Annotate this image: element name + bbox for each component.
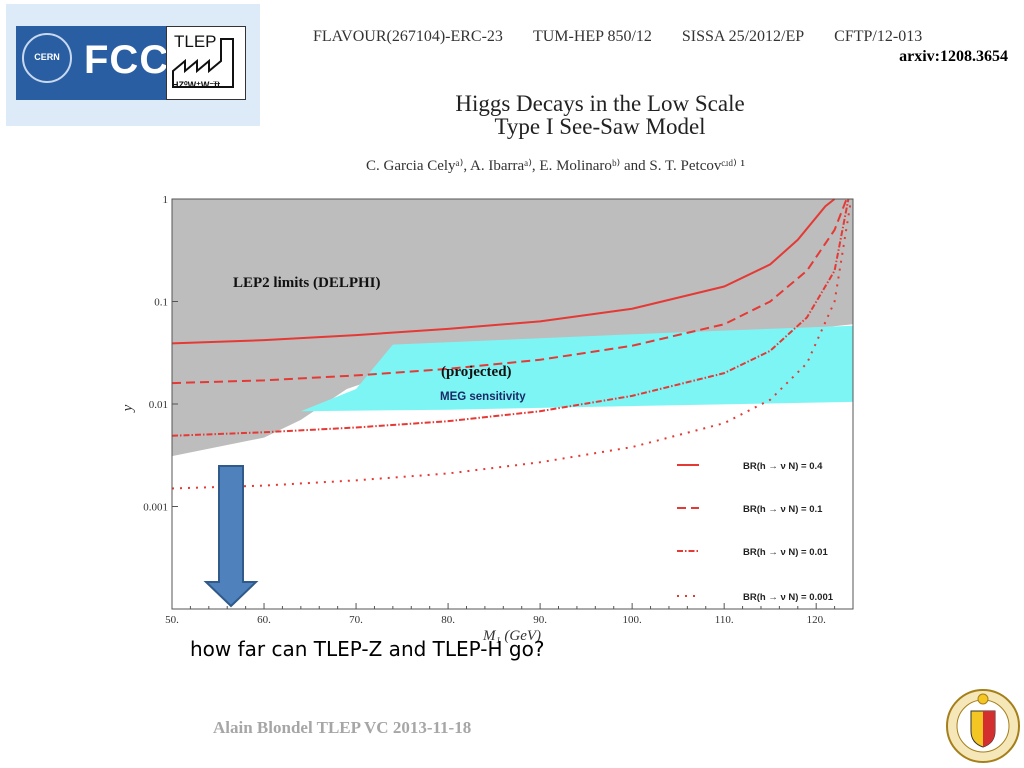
legend-label-3: BR(h → ν N) = 0.001	[743, 592, 834, 603]
report-id: SISSA 25/2012/EP	[681, 28, 805, 45]
annotation-projected: (projected)	[441, 364, 512, 380]
arxiv-reference: arxiv:1208.3654	[899, 48, 1008, 65]
x-tick-label: 70.	[349, 614, 363, 626]
paper-title: Higgs Decays in the Low Scale Type I See…	[380, 92, 820, 138]
x-tick-label: 60.	[257, 614, 271, 626]
series-line-3	[171, 198, 853, 490]
annotation-meg: MEG sensitivity	[440, 391, 526, 403]
legend-label-0: BR(h → ν N) = 0.4	[743, 461, 823, 472]
chart-axes: 50. 60. 70. 80. 90. 100. 110. 120. 1 0.1 0.01 0.001…	[120, 194, 854, 644]
chart-annotations: LEP2 limits (DELPHI) (projected) MEG sensi…	[203, 275, 526, 608]
x-tick-label: 50.	[165, 614, 179, 626]
fcc-logo-text: FCC	[84, 38, 170, 82]
university-geneva-seal-icon	[946, 689, 1020, 763]
report-ids: FLAVOUR(267104)-ERC-23 TUM-HEP 850/12 SISS…	[305, 10, 922, 46]
chart-legend: BR(h → ν N) = 0.4 BR(h → ν N) = 0.1 BR(h →…	[677, 461, 834, 603]
y-tick-label: 0.001	[143, 502, 168, 514]
x-axis-label: M₁ (GeV)	[482, 628, 541, 644]
meg-sensitivity-region	[300, 325, 853, 412]
chart-regions	[172, 199, 853, 457]
tlep-logo-label: TLEP	[174, 32, 217, 51]
slide-footer: Alain Blondel TLEP VC 2013-11-18	[213, 718, 472, 737]
series-line-1	[171, 198, 848, 385]
cern-logo-icon	[22, 33, 72, 83]
series-line-0	[171, 198, 836, 345]
cern-logo-text: CERN	[34, 52, 60, 62]
tlep-logo-subtitle: HZ⁰W⁺W⁻t̅t	[172, 80, 221, 90]
down-arrow-icon	[203, 465, 259, 608]
y-tick-label: 1	[163, 194, 169, 206]
factory-icon	[172, 38, 234, 88]
y-axis-label: y	[120, 404, 136, 413]
tlep-logo	[166, 26, 246, 100]
x-tick-label: 110.	[715, 614, 734, 626]
x-tick-label: 80.	[441, 614, 455, 626]
lep2-excluded-region	[172, 199, 853, 457]
paper-authors: C. Garcia Celyᵃ⁾, A. Ibarraᵃ⁾, E. Molina…	[366, 158, 746, 174]
legend-label-2: BR(h → ν N) = 0.01	[743, 547, 828, 558]
y-tick-label: 0.01	[149, 399, 168, 411]
report-id: TUM-HEP 850/12	[532, 28, 652, 45]
paper-title-line: Higgs Decays in the Low Scale	[455, 91, 745, 116]
series-line-2	[171, 198, 850, 437]
x-tick-label: 100.	[623, 614, 643, 626]
x-tick-label: 120.	[807, 614, 827, 626]
x-tick-label: 90.	[533, 614, 547, 626]
report-id: FLAVOUR(267104)-ERC-23	[313, 28, 503, 45]
report-id: CFTP/12-013	[834, 28, 923, 45]
y-tick-label: 0.1	[154, 297, 168, 309]
annotation-lep2: LEP2 limits (DELPHI)	[233, 275, 381, 291]
slide-question: how far can TLEP-Z and TLEP-H go?	[190, 637, 545, 661]
paper-title-line: Type I See-Saw Model	[494, 114, 706, 139]
legend-label-1: BR(h → ν N) = 0.1	[743, 504, 823, 515]
chart-series	[171, 198, 853, 490]
